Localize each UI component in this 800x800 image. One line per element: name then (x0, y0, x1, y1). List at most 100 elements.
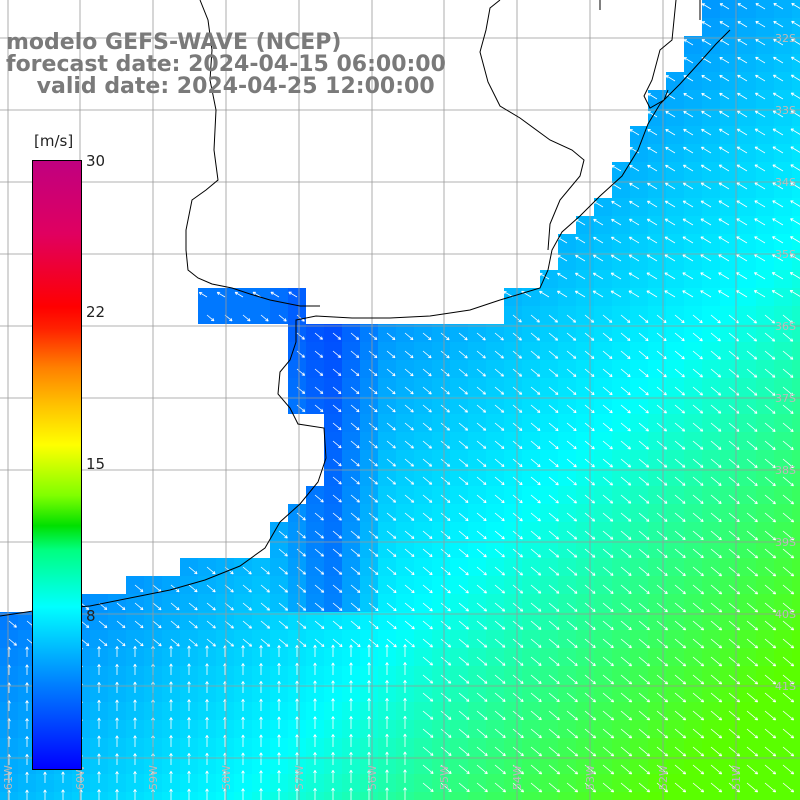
wind-arrow (656, 350, 667, 360)
wind-arrow (458, 476, 469, 485)
wind-arrow (404, 440, 414, 449)
wind-arrow (349, 751, 353, 766)
wind-arrow (350, 404, 360, 413)
wind-arrow (746, 656, 759, 667)
wind-arrow (764, 350, 776, 360)
wind-arrow (710, 674, 723, 685)
wind-arrow (386, 350, 396, 359)
wind-arrow (638, 458, 650, 468)
wind-cell (792, 144, 800, 162)
wind-arrow (665, 164, 676, 172)
wind-arrow (719, 21, 730, 28)
wind-arrow (259, 698, 263, 712)
wind-arrow (278, 314, 287, 322)
lat-label: 34S (775, 176, 796, 189)
wind-arrow (736, 236, 748, 244)
wind-arrow (683, 146, 694, 154)
wind-arrow (368, 386, 378, 395)
wind-arrow (566, 476, 577, 486)
wind-arrow (134, 638, 144, 647)
wind-arrow (782, 656, 795, 667)
wind-arrow (782, 404, 794, 414)
wind-arrow (350, 530, 361, 539)
wind-arrow (242, 566, 252, 575)
wind-arrow (737, 39, 748, 46)
wind-arrow (719, 74, 730, 82)
wind-arrow (728, 602, 741, 613)
wind-arrow (368, 404, 378, 413)
wind-arrow (764, 476, 776, 487)
wind-arrow (566, 314, 577, 323)
wind-arrow (602, 728, 615, 739)
wind-arrow (548, 674, 560, 685)
wind-arrow (476, 728, 488, 739)
wind-arrow (782, 512, 795, 523)
wind-arrow (782, 566, 795, 577)
wind-arrow (656, 692, 669, 703)
wind-arrow (133, 681, 137, 694)
wind-arrow (296, 620, 307, 629)
wind-arrow (710, 458, 722, 468)
header-forecast-date: forecast date: 2024-04-15 06:00:00 (6, 52, 446, 77)
wind-arrow (557, 254, 568, 262)
wind-arrow (349, 734, 353, 748)
wind-arrow (187, 735, 191, 748)
wind-cell (792, 180, 800, 198)
wind-arrow (602, 656, 614, 667)
wind-arrow (440, 386, 450, 395)
wind-arrow (25, 789, 29, 800)
wind-arrow (332, 422, 342, 431)
wind-arrow (772, 182, 784, 190)
wind-arrow (602, 440, 613, 450)
wind-arrow (512, 458, 523, 468)
wind-arrow (638, 566, 650, 577)
wind-arrow (494, 422, 505, 431)
lon-label: 57W (293, 765, 306, 790)
wind-arrow (638, 674, 651, 685)
wind-arrow (620, 710, 633, 721)
wind-arrow (710, 548, 722, 559)
wind-arrow (440, 404, 450, 413)
wind-arrow (692, 782, 705, 793)
wind-arrow (764, 638, 777, 649)
header-model: modelo GEFS-WAVE (NCEP) (6, 30, 342, 55)
wind-arrow (242, 638, 253, 647)
wind-arrow (611, 165, 622, 172)
wind-arrow (746, 458, 758, 469)
wind-arrow (385, 733, 389, 748)
wind-arrow (682, 218, 694, 226)
wind-arrow (593, 236, 604, 244)
wind-arrow (198, 291, 208, 298)
wind-arrow (422, 692, 434, 702)
wind-arrow (367, 662, 371, 676)
wind-arrow (530, 422, 541, 432)
wind-arrow (746, 440, 758, 450)
wind-arrow (404, 512, 415, 521)
wind-arrow (25, 700, 29, 712)
wind-arrow (314, 404, 324, 413)
wind-arrow (422, 476, 433, 485)
wind-arrow (548, 440, 559, 450)
wind-arrow (80, 620, 90, 629)
wind-arrow (332, 602, 343, 611)
wind-arrow (710, 350, 721, 360)
colorbar (32, 160, 82, 770)
colorbar-tick-8: 8 (86, 607, 96, 625)
wind-arrow (692, 512, 704, 523)
wind-arrow (422, 764, 434, 774)
wind-arrow (665, 111, 676, 118)
wind-arrow (682, 254, 694, 262)
wind-arrow (656, 548, 668, 559)
wind-arrow (252, 291, 262, 298)
wind-arrow (386, 584, 397, 594)
wind-cell (558, 792, 576, 800)
wind-arrow (259, 788, 263, 800)
wind-arrow (674, 566, 686, 577)
wind-arrow (728, 656, 741, 667)
wind-arrow (169, 735, 173, 748)
wind-arrow (440, 638, 452, 648)
wind-arrow (133, 771, 137, 784)
wind-cell (702, 792, 720, 800)
wind-arrow (188, 638, 198, 647)
